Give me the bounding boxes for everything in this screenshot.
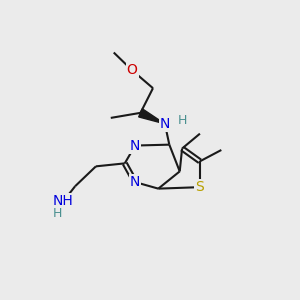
Text: S: S: [196, 180, 204, 194]
Text: H: H: [53, 206, 62, 220]
Text: N: N: [130, 175, 140, 189]
Text: NH: NH: [52, 194, 73, 208]
Polygon shape: [139, 109, 165, 124]
Text: H: H: [178, 114, 188, 128]
Text: N: N: [160, 117, 170, 131]
Text: N: N: [130, 139, 140, 152]
Text: O: O: [127, 63, 138, 77]
